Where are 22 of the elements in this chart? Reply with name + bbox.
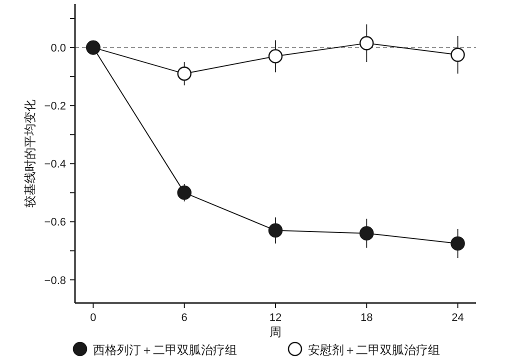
point (359, 36, 374, 50)
x-tick-label: 0 (90, 312, 96, 324)
y-tick-label: −0.4 (44, 158, 66, 171)
x-tick-label: 18 (360, 312, 373, 324)
y-tick-label: −0.2 (44, 100, 66, 113)
y-tick-label: −0.6 (44, 216, 66, 229)
point (177, 66, 192, 81)
y-tick-label: −0.8 (44, 274, 66, 287)
x-tick-label: 12 (269, 312, 282, 324)
x-tick-label: 6 (181, 312, 188, 324)
x-tick-label: 24 (452, 312, 464, 324)
legend-label: 安慰剂＋二甲双胍治疗组 (308, 343, 440, 357)
y-axis-title: 较基线时的平均变化 (23, 100, 37, 208)
y-tick-label: 0.0 (50, 42, 66, 55)
point (450, 48, 465, 62)
point (177, 186, 192, 200)
x-axis-title: 周 (270, 325, 282, 339)
point (268, 223, 283, 238)
legend-label: 西格列汀＋二甲双胍治疗组 (93, 343, 237, 357)
point (359, 226, 374, 240)
point (268, 49, 283, 64)
point (450, 236, 465, 251)
